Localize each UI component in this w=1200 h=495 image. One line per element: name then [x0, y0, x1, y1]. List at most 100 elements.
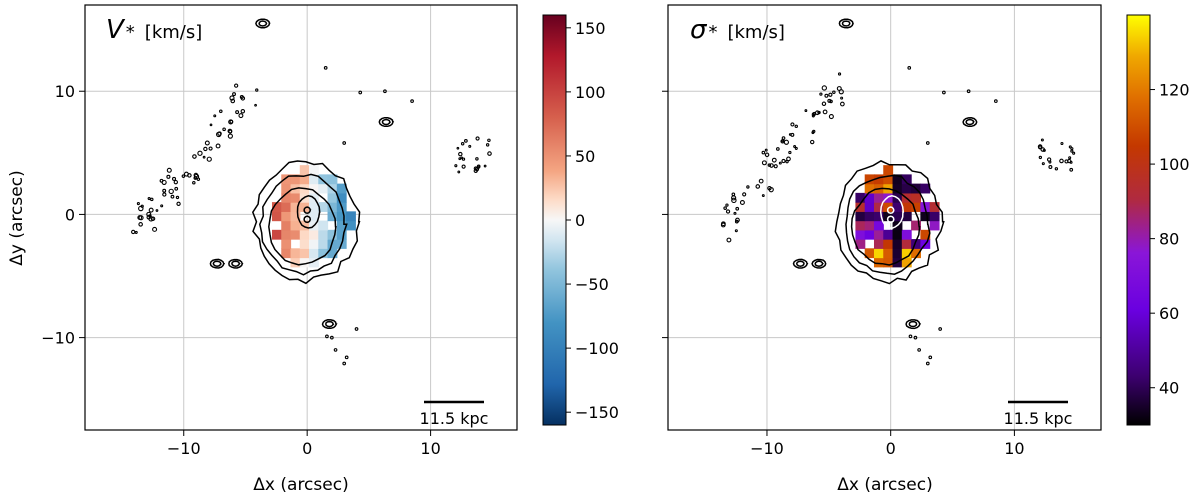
- contour-fragment: [325, 334, 329, 339]
- contour-fragment: [821, 85, 827, 91]
- contour-fragment: [323, 65, 328, 70]
- map-pixel: [901, 239, 912, 249]
- map-pixel: [336, 220, 347, 231]
- contour-fragment: [1059, 158, 1064, 164]
- title-symbol: V: [106, 15, 126, 45]
- map-pixel: [318, 239, 329, 249]
- contour-fragment: [227, 133, 233, 139]
- contour-line: [303, 206, 312, 214]
- map-pixel: [281, 220, 292, 231]
- grid-lines: [85, 5, 517, 430]
- contour-fragment: [1064, 159, 1069, 164]
- map-pixel: [920, 211, 931, 222]
- map-pixel: [901, 211, 912, 222]
- contour-fragment: [840, 96, 844, 100]
- map-pixel: [855, 211, 866, 222]
- map-pixel: [290, 192, 301, 203]
- contour-fragment: [230, 98, 236, 104]
- contour-fragment: [181, 174, 186, 178]
- contour-fragment: [464, 138, 468, 143]
- map-pixel: [290, 257, 301, 268]
- contour-fragment: [790, 122, 795, 127]
- contour-fragment: [739, 199, 745, 205]
- map-pixel: [920, 183, 931, 194]
- contour-fragment: [162, 188, 167, 193]
- map-pixel: [290, 220, 301, 231]
- map-pixel: [299, 220, 310, 231]
- map-pixel: [911, 202, 921, 212]
- map-pixel: [920, 229, 931, 240]
- contour-fragment: [208, 146, 213, 151]
- contour-line: [886, 206, 895, 214]
- map-pixel: [873, 229, 884, 240]
- contour-fragment: [468, 144, 472, 148]
- colorbar-tick-label: −150: [575, 403, 619, 422]
- contour-fragment: [837, 72, 842, 76]
- map-pixel: [309, 202, 319, 212]
- contour-fragment: [761, 194, 765, 198]
- contour-fragment: [809, 139, 815, 145]
- contour-line: [965, 118, 975, 126]
- map-pixel: [892, 202, 903, 212]
- map-pixel: [281, 174, 292, 185]
- contour-fragment: [942, 90, 946, 95]
- contour-fragment: [824, 93, 829, 98]
- contour-fragment: [138, 222, 143, 227]
- contour-fragment: [473, 166, 478, 171]
- colorbar-tick-label: 120: [1159, 81, 1190, 100]
- contour-line: [905, 319, 922, 330]
- contour-fragment: [907, 65, 912, 70]
- contour-fragment: [746, 185, 750, 189]
- map-pixel: [855, 229, 866, 240]
- contour-fragment: [908, 334, 913, 339]
- contour-line: [841, 20, 851, 27]
- map-pixel: [855, 192, 866, 203]
- contour-fragment: [928, 355, 933, 360]
- contour-line: [795, 260, 805, 267]
- contour-fragment: [175, 195, 180, 200]
- map-pixel: [318, 248, 329, 259]
- map-pixel: [327, 248, 338, 259]
- colorbar: [542, 14, 567, 426]
- map-pixel: [271, 229, 282, 240]
- map-pixel: [883, 211, 894, 222]
- contour-fragment: [788, 150, 792, 155]
- map-pixel: [281, 192, 292, 203]
- contour-fragment: [794, 124, 798, 129]
- contour-fragment: [475, 157, 479, 161]
- map-pixel: [873, 220, 884, 231]
- title-subscript: *: [708, 22, 717, 43]
- map-pixel: [318, 183, 329, 194]
- contour-fragment: [183, 171, 189, 177]
- map-pixel: [309, 239, 319, 249]
- contour-fragment: [1069, 160, 1073, 164]
- map-pixel: [911, 220, 921, 231]
- map-pixel: [929, 211, 940, 222]
- contour-fragment: [1040, 138, 1044, 142]
- x-axis-label: Δx (arcsec): [253, 475, 348, 495]
- contour-fragment: [204, 140, 210, 146]
- contour-fragment: [966, 89, 971, 94]
- contour-fragment: [811, 114, 815, 118]
- y-tick-label: 0: [65, 205, 75, 224]
- map-pixel: [855, 220, 866, 231]
- contour-fragment: [773, 164, 778, 169]
- map-pixel: [281, 202, 292, 212]
- map-pixel: [873, 202, 884, 212]
- colorbar-tick-label: 0: [575, 211, 585, 230]
- contour-line: [814, 260, 824, 267]
- contour-fragment: [821, 101, 827, 106]
- colorbar-ticks: 150 100 50 0 −50 −100 −150: [566, 19, 619, 422]
- contour-fragment: [487, 151, 492, 156]
- contour-line: [834, 160, 945, 285]
- map-pixel: [299, 248, 310, 259]
- map-pixel: [864, 211, 875, 222]
- map-pixel: [901, 257, 912, 268]
- map-pixel: [299, 202, 310, 212]
- contour-fragment: [138, 215, 144, 221]
- contour-fragment: [460, 142, 465, 146]
- contour-fragment: [197, 150, 203, 156]
- contour-line: [792, 258, 809, 269]
- contour-fragment: [166, 167, 172, 173]
